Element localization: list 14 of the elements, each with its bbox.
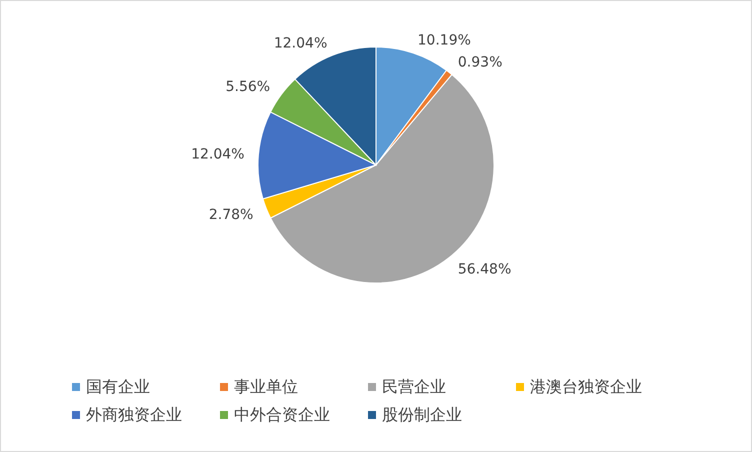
data-label: 2.78%	[208, 206, 254, 223]
legend-label: 港澳台独资企业	[530, 377, 642, 396]
legend-label: 外商独资企业	[86, 405, 182, 424]
data-label: 5.56%	[226, 79, 270, 96]
legend-label: 股份制企业	[382, 405, 462, 424]
data-label: 0.93%	[458, 54, 502, 70]
data-label: 56.48%	[458, 262, 512, 278]
data-label: 12.04%	[274, 35, 328, 52]
legend-label: 民营企业	[382, 377, 446, 396]
data-label: 10.19%	[418, 32, 471, 49]
legend-label: 事业单位	[234, 377, 298, 396]
legend-label: 国有企业	[86, 377, 150, 396]
data-label: 12.04%	[191, 146, 244, 163]
legend-label: 中外合资企业	[234, 405, 330, 424]
